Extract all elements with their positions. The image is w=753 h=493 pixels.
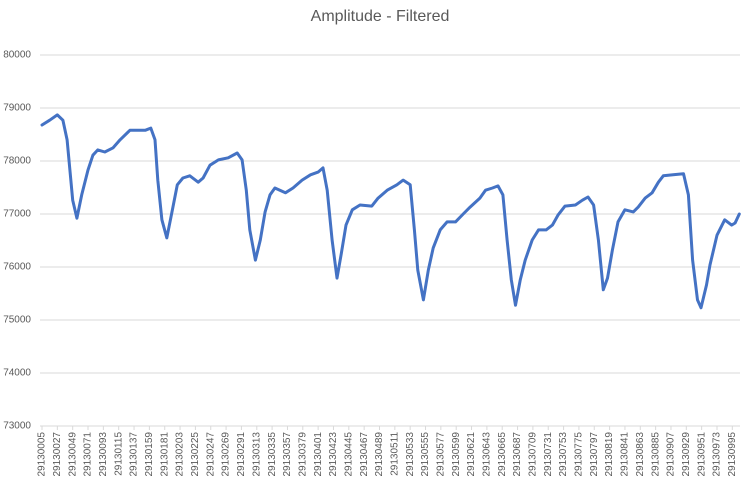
- y-tick-label: 78000: [3, 156, 31, 167]
- x-tick-label: 29130489: [374, 432, 385, 477]
- x-tick-label: 29130995: [727, 432, 738, 477]
- x-tick-label: 29130797: [589, 432, 600, 477]
- x-tick-label: 29130049: [67, 432, 78, 477]
- x-tick-label: 29130951: [696, 432, 707, 477]
- x-tick-label: 29130181: [159, 432, 170, 477]
- x-tick-label: 29130511: [389, 432, 400, 476]
- x-tick-label: 29130071: [83, 432, 94, 477]
- x-tick-label: 29130313: [251, 432, 262, 477]
- x-tick-label: 29130225: [190, 432, 201, 477]
- x-tick-label: 29130907: [666, 432, 677, 477]
- x-tick-label: 29130775: [574, 432, 585, 477]
- x-tick-label: 29130533: [405, 432, 416, 477]
- x-tick-label: 29130203: [175, 432, 186, 477]
- y-tick-label: 77000: [3, 209, 31, 220]
- x-tick-label: 29130291: [236, 432, 247, 477]
- x-tick-label: 29130335: [267, 432, 278, 477]
- x-tick-label: 29130027: [52, 432, 63, 477]
- x-tick-label: 29130357: [282, 432, 293, 477]
- x-tick-label: 29130401: [313, 432, 324, 477]
- y-tick-label: 74000: [3, 368, 31, 379]
- data-line: [40, 113, 741, 310]
- x-tick-label: 29130269: [221, 432, 232, 477]
- y-tick-label: 76000: [3, 262, 31, 273]
- x-tick-label: 29130093: [98, 432, 109, 477]
- x-tick-label: 29130687: [512, 432, 523, 477]
- x-tick-label: 29130247: [205, 432, 216, 477]
- x-tick-label: 29130841: [620, 432, 631, 477]
- x-tick-label: 29130885: [650, 432, 661, 477]
- y-tick-label: 73000: [3, 421, 31, 432]
- y-tick-label: 75000: [3, 315, 31, 326]
- y-tick-label: 80000: [3, 50, 31, 61]
- x-tick-label: 29130621: [466, 432, 477, 477]
- x-tick-label: 29130555: [420, 432, 431, 477]
- x-tick-label: 29130973: [712, 432, 723, 477]
- x-tick-label: 29130137: [129, 432, 140, 477]
- x-tick-label: 29130819: [604, 432, 615, 477]
- x-tick-label: 29130731: [543, 432, 554, 477]
- x-tick-label: 29130753: [558, 432, 569, 477]
- x-tick-label: 29130445: [343, 432, 354, 477]
- x-tick-label: 29130005: [37, 432, 48, 477]
- x-tick-label: 29130709: [528, 432, 539, 477]
- x-tick-label: 29130929: [681, 432, 692, 477]
- y-tick-label: 79000: [3, 103, 31, 114]
- x-tick-label: 29130379: [297, 432, 308, 477]
- x-tick-label: 29130159: [144, 432, 155, 477]
- x-tick-label: 29130467: [359, 432, 370, 477]
- x-tick-label: 29130599: [451, 432, 462, 477]
- x-tick-label: 29130665: [497, 432, 508, 477]
- x-tick-label: 29130577: [435, 432, 446, 477]
- chart-title: Amplitude - Filtered: [311, 8, 450, 25]
- x-tick-label: 29130863: [635, 432, 646, 477]
- x-tick-label: 29130423: [328, 432, 339, 477]
- x-tick-label: 29130115: [113, 432, 124, 476]
- x-tick-label: 29130643: [482, 432, 493, 477]
